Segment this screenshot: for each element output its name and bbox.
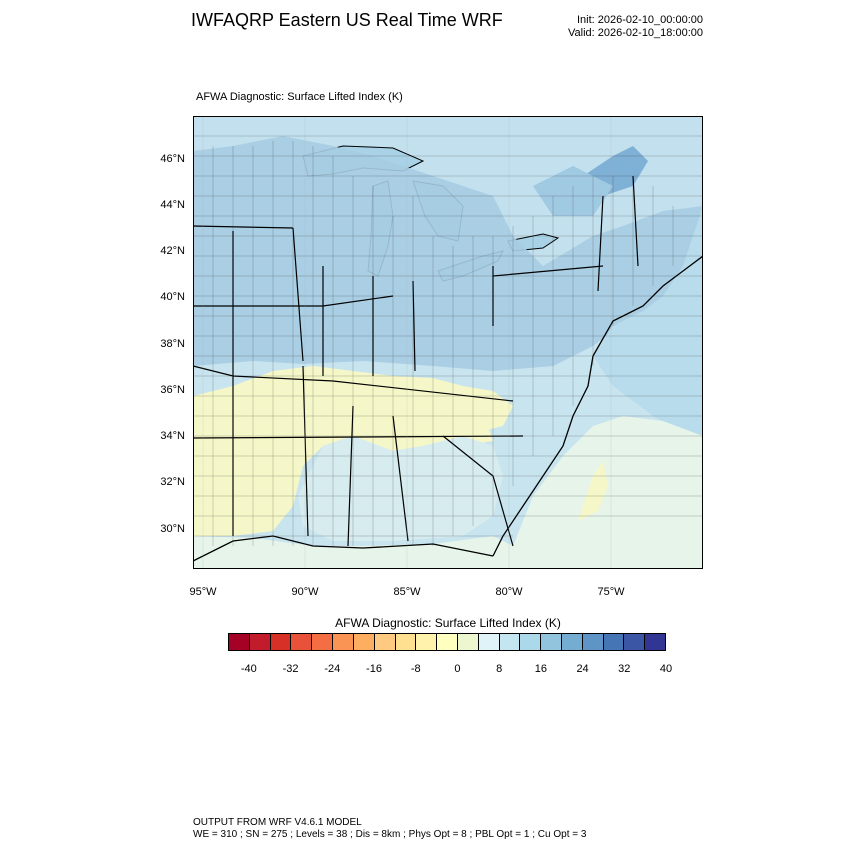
- colorbar-tick-label: 16: [534, 663, 547, 675]
- colorbar-segment: [416, 634, 438, 650]
- colorbar-segment: [333, 634, 354, 650]
- lat-label: 40°N: [160, 291, 185, 303]
- graticule: [202, 116, 612, 569]
- lat-label: 46°N: [160, 153, 185, 165]
- colorbar-segment: [374, 634, 396, 650]
- lon-label: 90°W: [291, 586, 319, 598]
- colorbar-tick-label: -24: [324, 663, 341, 675]
- colorbar-segment: [353, 634, 375, 650]
- lat-label: 30°N: [160, 523, 185, 535]
- colorbar-segment: [229, 634, 250, 650]
- figure-title: IWFAQRP Eastern US Real Time WRF: [191, 10, 503, 30]
- map-plot: [193, 116, 703, 569]
- lon-label: 85°W: [393, 586, 421, 598]
- lat-label: 42°N: [160, 245, 185, 257]
- colorbar-segment: [437, 634, 458, 650]
- model-config: WE = 310 ; SN = 275 ; Levels = 38 ; Dis …: [193, 829, 587, 840]
- valid-time: Valid: 2026-02-10_18:00:00: [568, 27, 703, 39]
- county-boundaries: [193, 135, 703, 546]
- colorbar-tick-label: 0: [454, 663, 461, 675]
- colorbar-segment: [270, 634, 292, 650]
- colorbar-title: AFWA Diagnostic: Surface Lifted Index (K…: [335, 616, 561, 630]
- colorbar-segment: [312, 634, 334, 650]
- colorbar-segment: [541, 634, 562, 650]
- ocean-north: [593, 206, 703, 446]
- colorbar-segment: [520, 634, 542, 650]
- lat-label: 32°N: [160, 476, 185, 488]
- lon-label: 80°W: [495, 586, 523, 598]
- colorbar: [228, 633, 666, 651]
- colorbar-segment: [645, 634, 666, 650]
- colorbar-segment: [624, 634, 646, 650]
- colorbar-tick-label: 24: [576, 663, 589, 675]
- model-info: OUTPUT FROM WRF V4.6.1 MODEL: [193, 817, 362, 828]
- colorbar-segment: [291, 634, 313, 650]
- colorbar-tick-label: -40: [240, 663, 257, 675]
- field-label: AFWA Diagnostic: Surface Lifted Index (K…: [196, 91, 403, 103]
- colorbar-segment: [478, 634, 500, 650]
- lat-label: 38°N: [160, 338, 185, 350]
- colorbar-segment: [562, 634, 583, 650]
- map-border: [193, 116, 703, 569]
- northern-us-land: [193, 136, 703, 371]
- lon-label: 75°W: [597, 586, 625, 598]
- colorbar-segment: [457, 634, 479, 650]
- atlantic-coastline: [492, 255, 703, 557]
- lon-label: 95°W: [189, 586, 217, 598]
- colorbar-segment: [582, 634, 604, 650]
- ocean-south: [513, 416, 703, 569]
- colorbar-tick-label: 8: [496, 663, 503, 675]
- init-time: Init: 2026-02-10_00:00:00: [577, 14, 703, 26]
- canada-region: [193, 116, 703, 266]
- colorbar-segment: [499, 634, 521, 650]
- colorbar-tick-label: 32: [618, 663, 631, 675]
- lat-label: 36°N: [160, 384, 185, 396]
- lat-label: 44°N: [160, 199, 185, 211]
- colorbar-tick-label: -32: [282, 663, 299, 675]
- colorbar-segment: [603, 634, 625, 650]
- colorbar-tick-label: 40: [659, 663, 673, 675]
- colorbar-tick-label: -8: [410, 663, 421, 675]
- colorbar-segment: [395, 634, 417, 650]
- colorbar-tick-label: -16: [366, 663, 382, 675]
- lat-label: 34°N: [160, 430, 185, 442]
- colorbar-segment: [249, 634, 271, 650]
